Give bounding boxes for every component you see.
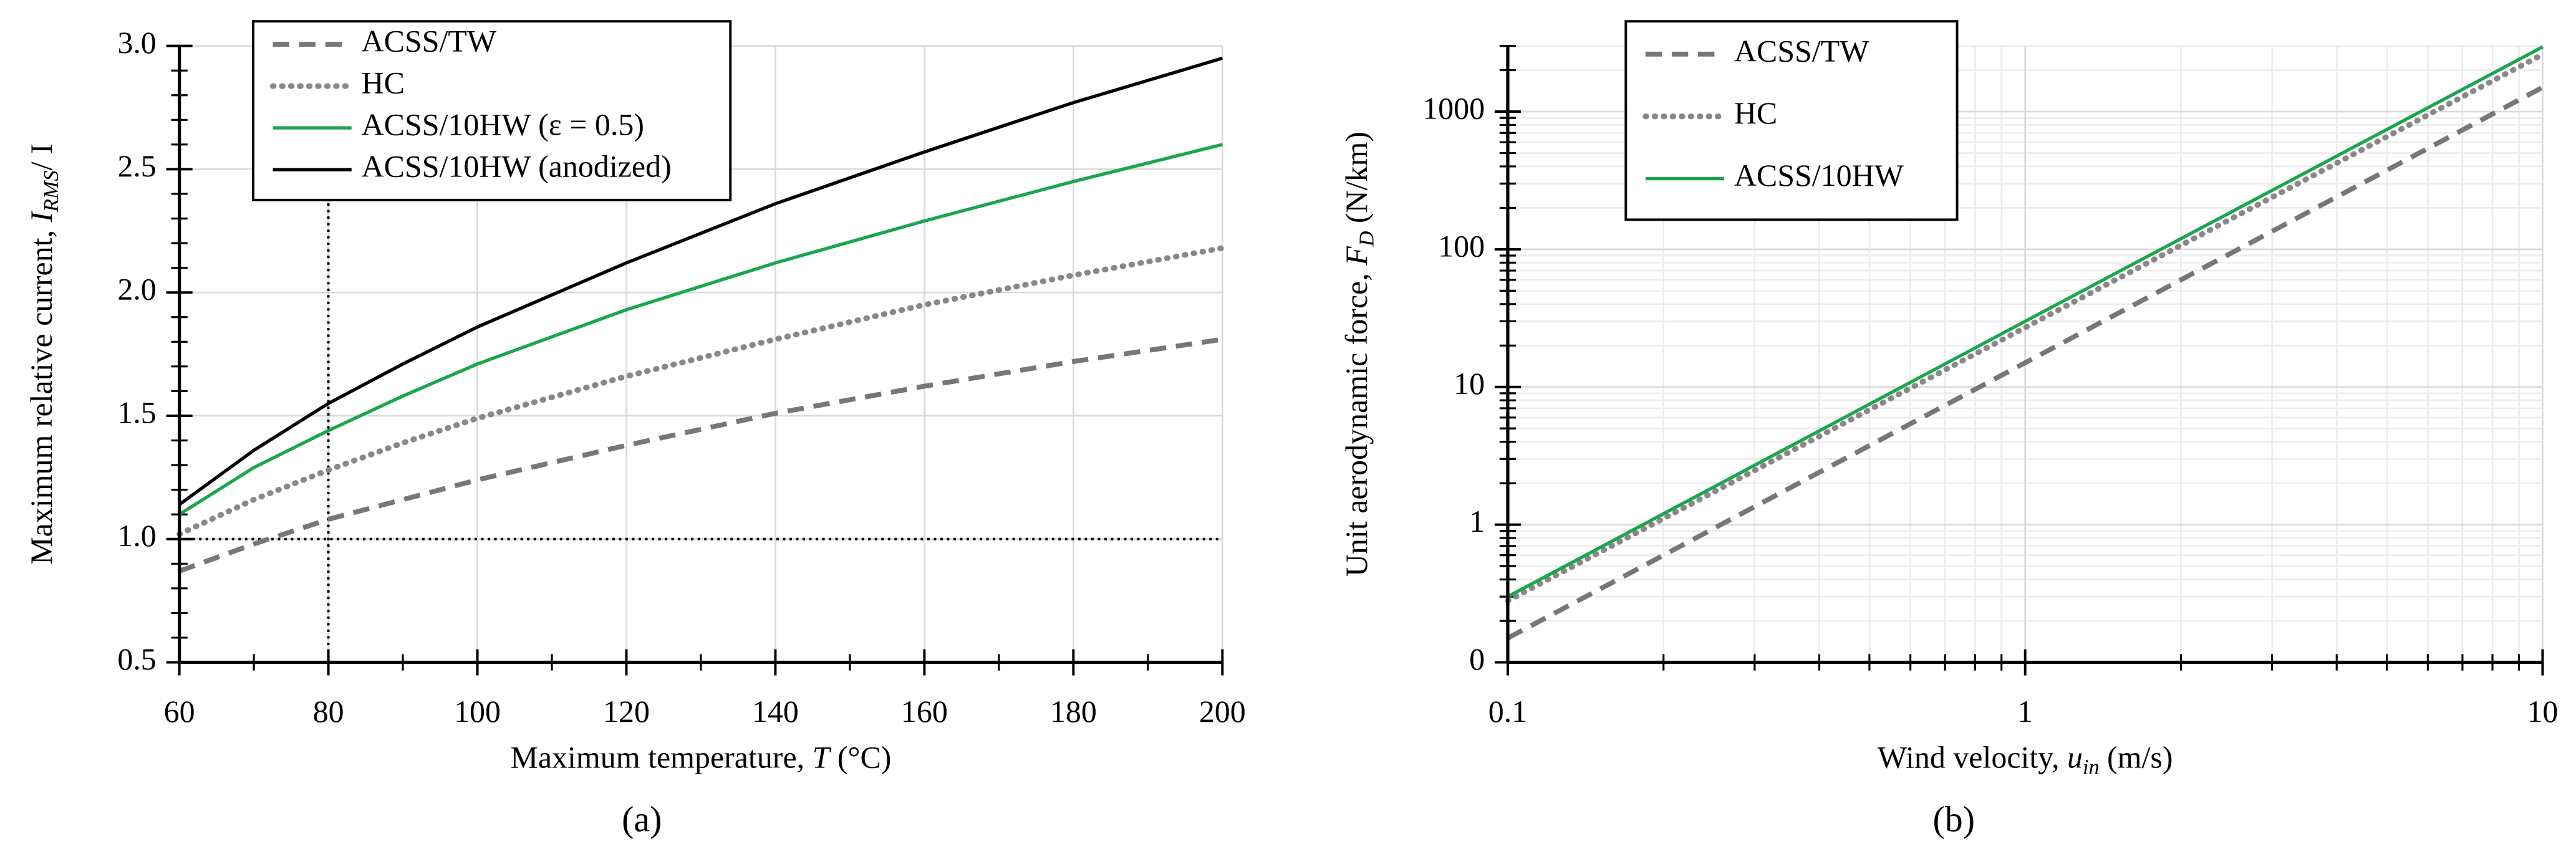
x-tick-label: 100 (454, 694, 501, 729)
legend-label: ACSS/10HW (anodized) (362, 149, 672, 184)
x-axis-label: Wind velocity, uin (m/s) (1878, 740, 2173, 779)
x-axis-label-rest: (m/s) (2100, 740, 2173, 775)
y-axis-label-sub: D (1355, 231, 1378, 247)
y-axis-label-rest: / I (24, 143, 59, 170)
legend-label: ACSS/TW (1734, 33, 1869, 68)
series-line (1507, 45, 2544, 598)
legend-label: HC (1734, 95, 1777, 130)
x-axis-label-text: Maximum temperature, (510, 740, 812, 775)
series-line (178, 56, 1223, 506)
x-axis-label-sub: in (2083, 756, 2100, 779)
y-tick-label: 100 (1438, 228, 1485, 263)
legend-label: HC (362, 65, 405, 100)
y-axis-label-var: F (1339, 246, 1374, 266)
series-line (178, 337, 1223, 574)
y-axis-label-sub: RMS (40, 170, 63, 212)
series-line (1505, 51, 2546, 604)
x-tick-label: 10 (2527, 694, 2558, 729)
legend-label: ACSS/TW (362, 23, 497, 58)
x-tick-label: 140 (752, 694, 799, 729)
y-axis-label-rest: (N/km) (1339, 132, 1374, 231)
x-tick-label: 60 (164, 694, 195, 729)
x-axis-label-var: T (813, 740, 832, 775)
y-tick-label: 2.0 (117, 272, 156, 307)
y-tick-label: 2.5 (117, 148, 156, 183)
x-axis-label: Maximum temperature, T (°C) (510, 740, 891, 775)
y-axis-label-text: Maximum relative current, (24, 222, 59, 564)
x-axis-label-text: Wind velocity, (1878, 740, 2067, 775)
x-axis-label-rest: (°C) (829, 740, 891, 775)
y-tick-label: 1.0 (117, 518, 156, 553)
legend-label: ACSS/10HW (ε = 0.5) (362, 107, 644, 142)
y-tick-label: 1000 (1422, 90, 1485, 125)
y-axis-label-text: Unit aerodynamic force, (1339, 266, 1374, 577)
y-tick-label: 1.5 (117, 395, 156, 430)
x-tick-label: 80 (313, 694, 344, 729)
panel-caption: (b) (1933, 799, 1975, 840)
x-axis-label-var: u (2067, 740, 2083, 775)
y-tick-label: 3.0 (117, 25, 156, 60)
y-axis-label: Unit aerodynamic force, FD (N/km) (1339, 132, 1379, 577)
x-tick-label: 200 (1199, 694, 1246, 729)
x-tick-label: 1 (2017, 694, 2033, 729)
y-axis-label-var: I (24, 210, 59, 223)
legend-label: ACSS/10HW (1734, 158, 1904, 193)
y-tick-label: 1 (1469, 504, 1485, 539)
series-line (178, 143, 1223, 516)
x-tick-label: 120 (603, 694, 650, 729)
y-tick-label: 0 (1469, 641, 1485, 676)
y-axis-label: Maximum relative current, IRMS/ I (24, 143, 63, 564)
y-tick-label: 10 (1454, 366, 1485, 401)
x-tick-label: 180 (1050, 694, 1097, 729)
series-line (1507, 85, 2544, 641)
x-tick-label: 0.1 (1488, 694, 1527, 729)
y-tick-label: 0.5 (117, 641, 156, 676)
panel-caption: (a) (622, 799, 662, 840)
series-line (176, 245, 1225, 537)
x-tick-label: 160 (901, 694, 948, 729)
